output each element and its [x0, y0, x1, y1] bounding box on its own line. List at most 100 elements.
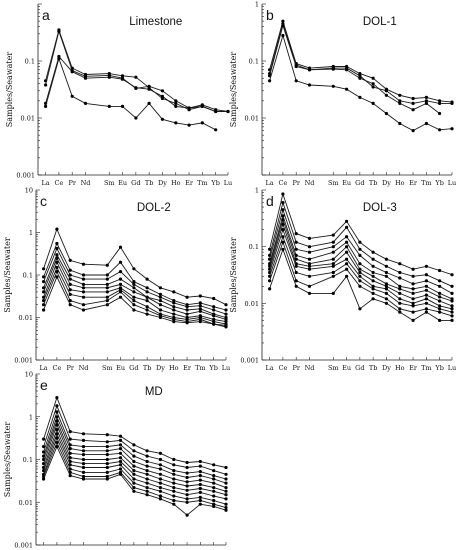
data-point — [68, 292, 72, 296]
data-point — [147, 101, 151, 105]
data-point — [331, 291, 335, 295]
data-point — [371, 101, 375, 105]
data-point — [294, 240, 298, 244]
x-tick-label: Ho — [171, 179, 181, 187]
data-point — [281, 208, 285, 212]
data-point — [224, 493, 228, 497]
data-point — [307, 262, 312, 266]
data-point — [224, 465, 228, 470]
data-point — [145, 469, 149, 473]
y-tick-label: 1 — [255, 187, 259, 195]
series-line — [43, 432, 227, 500]
series-0 — [42, 227, 228, 307]
x-tick-label: Nd — [79, 364, 89, 372]
data-point — [118, 282, 123, 286]
data-point — [424, 121, 428, 126]
data-point — [68, 447, 72, 451]
x-tick-label: Yb — [210, 179, 219, 187]
series-6 — [42, 428, 228, 497]
data-point — [200, 104, 204, 108]
data-point — [55, 275, 59, 279]
data-point — [172, 498, 176, 503]
data-point — [212, 463, 216, 467]
data-point — [132, 267, 136, 271]
data-point — [198, 309, 202, 313]
data-point — [55, 396, 59, 400]
y-axis-label: Samples/Seawater — [3, 422, 12, 498]
series-line — [43, 436, 227, 505]
data-point — [105, 477, 109, 481]
data-point — [212, 486, 216, 490]
series-line — [45, 29, 229, 112]
data-point — [132, 295, 136, 299]
data-point — [134, 75, 138, 79]
data-point — [331, 233, 335, 237]
data-point — [81, 303, 86, 307]
series-5 — [42, 260, 228, 324]
data-point — [81, 286, 86, 290]
data-point — [212, 308, 216, 312]
data-point — [268, 247, 272, 251]
data-point — [294, 79, 298, 83]
data-point — [158, 295, 162, 299]
data-point — [384, 287, 388, 291]
x-tick-label: Tb — [143, 364, 152, 372]
data-point — [55, 419, 59, 423]
data-point — [147, 84, 151, 88]
data-point — [371, 284, 375, 288]
data-point — [358, 74, 362, 78]
x-tick-label: Eu — [342, 364, 351, 372]
data-point — [371, 264, 375, 268]
data-point — [132, 299, 136, 303]
data-point — [70, 94, 74, 98]
data-point — [145, 299, 149, 303]
y-axis-label: Samples/Seawater — [3, 237, 12, 313]
data-point — [398, 307, 402, 311]
x-tick-label: Er — [409, 364, 418, 372]
data-point — [81, 282, 86, 286]
data-point — [438, 310, 442, 314]
series-line — [43, 410, 227, 480]
data-point — [118, 451, 123, 455]
data-point — [371, 85, 375, 89]
data-point — [371, 82, 375, 86]
data-point — [438, 111, 442, 116]
data-point — [398, 284, 402, 288]
data-point — [132, 486, 136, 490]
data-point — [438, 291, 442, 295]
data-point — [198, 478, 202, 482]
data-point — [118, 443, 123, 447]
y-tick-label: 0.001 — [14, 542, 33, 550]
data-point — [105, 470, 109, 474]
data-point — [398, 262, 402, 266]
data-point — [224, 486, 228, 490]
data-point — [212, 322, 216, 326]
data-point — [438, 295, 442, 299]
x-tick-label: Dy — [382, 179, 391, 187]
data-point — [132, 449, 136, 453]
data-point — [212, 504, 216, 508]
data-point — [212, 481, 216, 485]
data-point — [398, 297, 402, 301]
data-point — [281, 201, 285, 205]
data-point — [384, 270, 388, 275]
series-line — [45, 55, 228, 112]
data-point — [450, 291, 454, 295]
data-point — [224, 477, 228, 481]
data-point — [358, 240, 362, 244]
data-point — [68, 303, 72, 307]
data-point — [55, 428, 59, 432]
data-point — [438, 99, 442, 103]
data-point — [411, 301, 415, 305]
data-point — [198, 470, 202, 474]
x-tick-label: Tm — [421, 364, 432, 372]
data-point — [42, 303, 46, 307]
data-point — [358, 253, 362, 257]
x-tick-label: Tm — [197, 179, 208, 187]
data-point — [145, 295, 149, 299]
data-point — [132, 469, 136, 473]
data-point — [107, 75, 111, 79]
data-point — [200, 121, 204, 125]
data-point — [118, 245, 123, 249]
data-point — [450, 101, 454, 105]
